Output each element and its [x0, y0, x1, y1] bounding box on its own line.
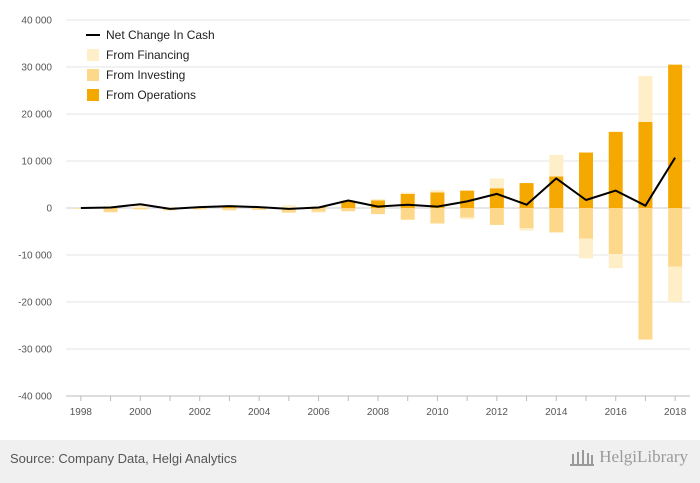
bar-from-investing-1998 — [73, 208, 88, 209]
library-building-icon — [570, 450, 595, 466]
bar-from-operations-2011 — [460, 190, 475, 208]
legend-swatch-from-financing — [87, 49, 99, 61]
bar-from-investing-2014 — [549, 208, 564, 233]
bar-from-operations-2008 — [371, 200, 385, 208]
bar-from-financing-2017 — [638, 75, 653, 122]
bar-from-operations-2007 — [341, 200, 356, 208]
bar-from-financing-1998 — [73, 208, 88, 209]
logo-text: HelgiLibrary — [599, 447, 688, 466]
x-tick-label: 2016 — [605, 407, 628, 418]
footer: Source: Company Data, Helgi Analytics He… — [0, 440, 700, 483]
bar-from-investing-2005 — [281, 208, 296, 213]
bar-from-financing-2003 — [222, 209, 237, 211]
y-tick-label: 40 000 — [21, 16, 52, 27]
bar-from-financing-2013 — [519, 228, 534, 231]
bars — [73, 64, 683, 340]
net-change-line — [80, 157, 676, 210]
legend-label-from-operations: From Operations — [106, 88, 196, 102]
bar-from-financing-2006 — [311, 211, 326, 213]
bar-from-operations-2018 — [668, 64, 683, 209]
bar-from-investing-2016 — [608, 208, 623, 255]
bar-from-investing-2018 — [668, 208, 683, 267]
y-tick-label: -10 000 — [18, 251, 52, 262]
y-tick-label: -30 000 — [18, 345, 52, 356]
helgi-library-logo: HelgiLibrary — [569, 447, 688, 467]
legend-label-from-financing: From Financing — [106, 48, 189, 62]
y-tick-label: 20 000 — [21, 110, 52, 121]
bar-from-financing-2005 — [281, 205, 296, 208]
x-tick-label: 2012 — [486, 407, 509, 418]
bar-from-operations-2010 — [430, 192, 445, 208]
y-axis: 40 000 30 000 20 000 10 000 0 -10 000 -20 000 -… — [18, 16, 52, 403]
bar-from-financing-2008 — [371, 199, 385, 201]
bar-from-investing-2011 — [460, 208, 475, 218]
bar-from-operations-2003 — [222, 206, 237, 208]
x-tick-label: 2018 — [664, 407, 687, 418]
legend-swatch-from-operations — [87, 89, 99, 101]
y-tick-label: -20 000 — [18, 298, 52, 309]
bar-from-investing-2013 — [519, 208, 534, 229]
bar-from-operations-2016 — [608, 131, 623, 208]
bar-from-operations-2014 — [549, 176, 564, 208]
bar-from-investing-2015 — [579, 208, 593, 239]
chart: 40 000 30 000 20 000 10 000 0 -10 000 -20 000 -… — [18, 16, 690, 418]
bar-from-investing-2000 — [133, 208, 148, 210]
net-change-line-group — [80, 157, 676, 210]
bar-from-investing-2007 — [341, 208, 356, 212]
x-tick-label: 2006 — [307, 407, 330, 418]
bar-from-financing-2009 — [400, 192, 415, 194]
legend-swatch-from-investing — [87, 69, 99, 81]
bar-from-investing-1999 — [103, 208, 118, 213]
bar-from-investing-2012 — [489, 208, 504, 225]
bar-from-financing-2018 — [668, 266, 683, 302]
y-tick-label: 30 000 — [21, 63, 52, 74]
x-tick-label: 1998 — [70, 407, 93, 418]
bar-from-operations-2015 — [579, 152, 593, 208]
bar-from-financing-2011 — [460, 217, 475, 220]
source-text: Source: Company Data, Helgi Analytics — [10, 451, 237, 466]
bar-from-financing-2010 — [430, 190, 445, 193]
x-tick-label: 2002 — [189, 407, 212, 418]
bar-from-investing-2008 — [371, 208, 385, 215]
bar-from-financing-2014 — [549, 154, 564, 177]
bar-from-investing-2002 — [192, 208, 207, 210]
legend-label-from-investing: From Investing — [106, 68, 185, 82]
x-tick-label: 2010 — [426, 407, 449, 418]
bar-from-financing-2015 — [579, 238, 593, 259]
y-tick-label: 0 — [46, 204, 52, 215]
y-tick-label: 10 000 — [21, 157, 52, 168]
bar-from-financing-2001 — [163, 207, 177, 208]
bar-from-financing-2000 — [133, 204, 148, 208]
bar-from-investing-2006 — [311, 208, 326, 212]
bar-from-investing-2009 — [400, 208, 415, 220]
x-tick-label: 2008 — [367, 407, 390, 418]
x-tick-label: 2004 — [248, 407, 271, 418]
x-tick-label: 2000 — [129, 407, 152, 418]
bar-from-investing-2004 — [252, 208, 267, 210]
bar-from-operations-2017 — [638, 121, 653, 208]
bar-from-investing-2017 — [638, 208, 653, 340]
bar-from-investing-2003 — [222, 208, 237, 210]
bar-from-investing-2010 — [430, 208, 445, 224]
y-tick-label: -40 000 — [18, 392, 52, 403]
x-tick-label: 2014 — [545, 407, 568, 418]
bar-from-operations-2012 — [489, 188, 504, 208]
x-axis: 1998 2000 2002 2004 2006 2008 2010 2012 2014 2016… — [66, 395, 690, 418]
bar-from-financing-2012 — [489, 178, 504, 189]
legend: Net Change In Cash From Financing From Inv… — [86, 28, 215, 102]
legend-label-net-change-in-cash: Net Change In Cash — [106, 28, 215, 42]
bar-from-financing-2016 — [608, 254, 623, 269]
